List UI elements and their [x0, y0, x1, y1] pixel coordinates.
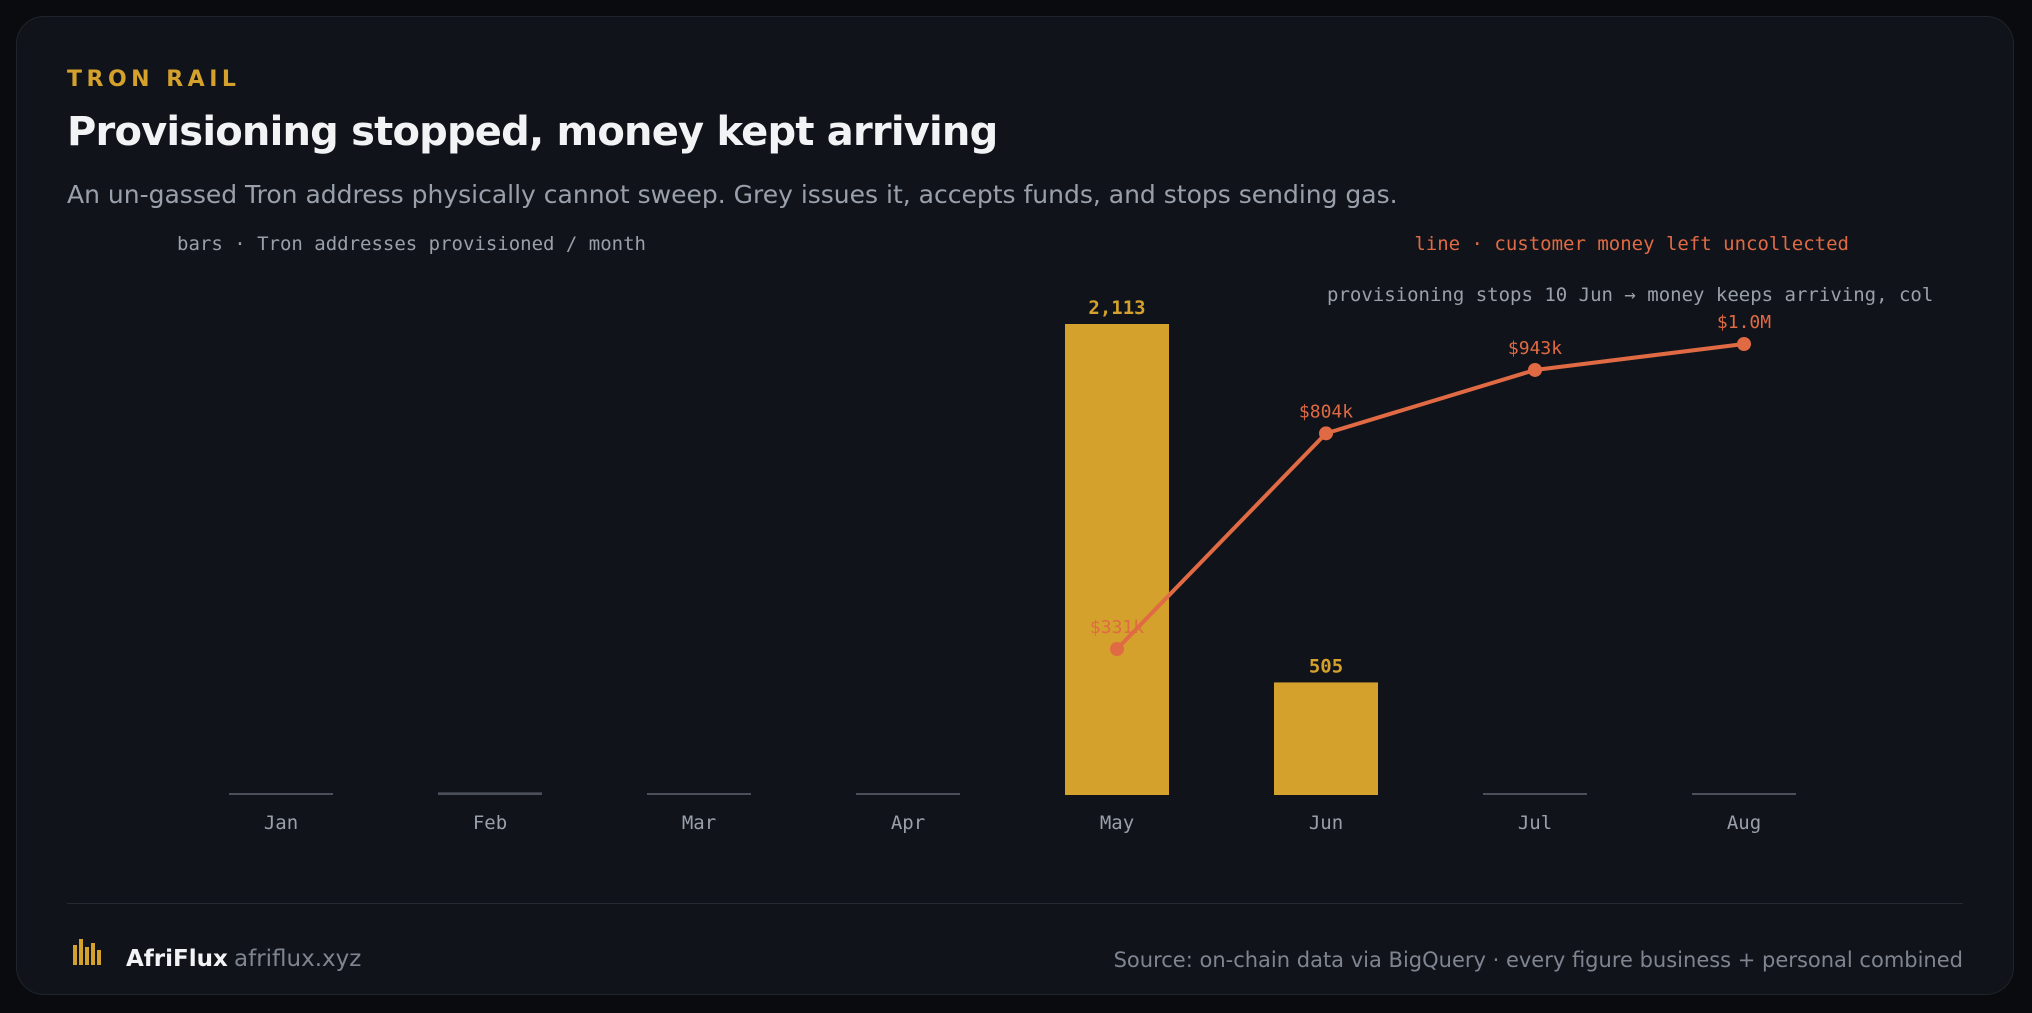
brand-name: AfriFlux [126, 946, 228, 972]
x-tick-label-jun: Jun [1309, 812, 1343, 834]
bar-jan [229, 793, 333, 795]
x-tick-label-jul: Jul [1518, 812, 1552, 834]
bar-mar [647, 793, 751, 795]
bar-jun [1274, 682, 1378, 795]
x-tick-label-mar: Mar [682, 812, 716, 834]
chart-card: TRON RAIL Provisioning stopped, money ke… [16, 16, 2014, 995]
chart-subtitle: An un-gassed Tron address physically can… [67, 180, 1398, 209]
bar-apr [856, 793, 960, 795]
footer-divider [67, 903, 1963, 904]
bar-may [1065, 324, 1169, 795]
bar-feb [438, 792, 542, 795]
line-series-caption: line · customer money left uncollected [1414, 233, 1849, 255]
provisioning-stop-annotation: provisioning stops 10 Jun → money keeps … [1327, 284, 1933, 306]
line-value-label-jul: $943k [1508, 338, 1562, 359]
x-tick-label-apr: Apr [891, 812, 925, 834]
brand-domain: afriflux.xyz [234, 946, 362, 972]
bar-aug [1692, 793, 1796, 795]
line-point-may [1110, 642, 1124, 656]
bar-jul [1483, 793, 1587, 795]
line-value-label-aug: $1.0M [1717, 312, 1771, 333]
bars-series-caption: bars · Tron addresses provisioned / mont… [177, 233, 646, 255]
bar-chart-logo-icon [73, 939, 101, 965]
x-tick-label-feb: Feb [473, 812, 507, 834]
line-point-aug [1737, 337, 1751, 351]
bar-value-label-may: 2,113 [1088, 297, 1145, 319]
uncollected-money-line [1115, 342, 1746, 651]
line-value-label-may: $331k [1090, 617, 1144, 638]
line-value-label-jun: $804k [1299, 401, 1353, 422]
line-point-jul [1528, 362, 1542, 377]
bar-value-label-jun: 505 [1309, 655, 1343, 677]
x-tick-label-jan: Jan [264, 812, 298, 834]
line-point-jun [1319, 426, 1333, 441]
chart-title: Provisioning stopped, money kept arrivin… [67, 109, 998, 155]
combo-chart: bars · Tron addresses provisioned / mont… [177, 233, 1933, 834]
source-note: Source: on-chain data via BigQuery · eve… [1113, 948, 1963, 972]
x-tick-label-aug: Aug [1727, 812, 1761, 834]
x-tick-label-may: May [1100, 812, 1134, 834]
eyebrow-label: TRON RAIL [67, 67, 241, 92]
